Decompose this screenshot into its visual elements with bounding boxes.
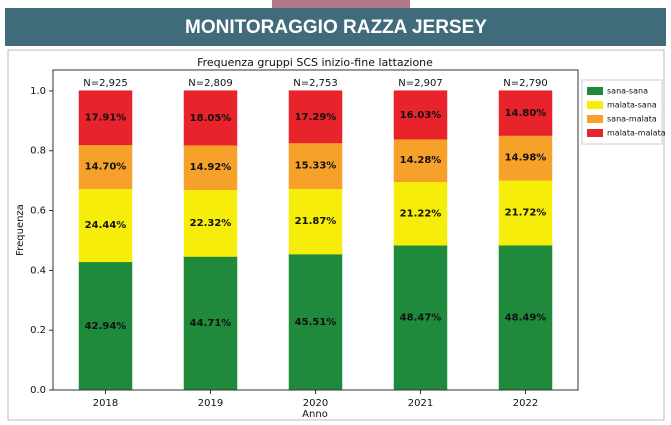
chart-title: Frequenza gruppi SCS inizio-fine lattazi… xyxy=(197,56,433,69)
y-tick-label: 0.6 xyxy=(30,206,46,217)
x-tick-label: 2018 xyxy=(93,398,118,409)
value-label: 22.32% xyxy=(190,218,232,229)
total-annotation: N=2,753 xyxy=(293,78,338,89)
value-label: 48.47% xyxy=(400,313,442,324)
value-label: 18.05% xyxy=(190,113,232,124)
bar-segment xyxy=(393,138,448,183)
legend-label: malata-malata xyxy=(607,129,666,138)
total-annotation: N=2,907 xyxy=(398,78,443,89)
y-tick-label: 1.0 xyxy=(30,86,46,97)
value-label: 14.28% xyxy=(400,155,442,166)
bar-segment xyxy=(393,90,448,140)
value-label: 45.51% xyxy=(295,317,337,328)
value-label: 21.72% xyxy=(505,208,547,219)
total-annotation: N=2,809 xyxy=(188,78,233,89)
bar-segment xyxy=(78,144,133,189)
x-axis-label: Anno xyxy=(302,409,328,420)
x-tick-label: 2021 xyxy=(408,398,433,409)
value-label: 15.33% xyxy=(295,161,337,172)
plot-border xyxy=(52,69,579,391)
bar-segment xyxy=(288,142,343,189)
value-label: 17.29% xyxy=(295,112,337,123)
value-label: 42.94% xyxy=(85,321,127,332)
y-tick-label: 0.0 xyxy=(30,385,46,396)
bar-segment xyxy=(393,181,448,246)
legend-label: sana-malata xyxy=(607,115,657,124)
bar-segment xyxy=(183,144,238,191)
legend-swatch xyxy=(587,101,603,109)
bar-segment xyxy=(288,253,343,391)
value-label: 16.03% xyxy=(400,110,442,121)
header-bar xyxy=(5,8,666,46)
legend-swatch xyxy=(587,115,603,123)
x-tick-label: 2019 xyxy=(198,398,223,409)
value-label: 21.22% xyxy=(400,208,442,219)
value-label: 14.98% xyxy=(505,153,547,164)
legend-swatch xyxy=(587,87,603,95)
total-annotation: N=2,790 xyxy=(503,78,548,89)
legend-label: malata-sana xyxy=(607,101,657,110)
x-tick-label: 2022 xyxy=(513,398,538,409)
bar-segment xyxy=(288,90,343,144)
bar-segment xyxy=(498,244,553,391)
bar-segment xyxy=(78,187,133,263)
value-label: 24.44% xyxy=(85,220,127,231)
y-tick-label: 0.8 xyxy=(30,146,46,157)
header-tab xyxy=(272,0,410,9)
value-label: 17.91% xyxy=(85,113,127,124)
x-tick-label: 2020 xyxy=(303,398,328,409)
bar-segment xyxy=(288,187,343,255)
bar-segment xyxy=(183,255,238,391)
bar-segment xyxy=(183,189,238,257)
total-annotation: N=2,925 xyxy=(83,78,128,89)
legend-label: sana-sana xyxy=(607,87,648,96)
bar-segment xyxy=(78,90,133,146)
value-label: 44.71% xyxy=(190,318,232,329)
y-tick-label: 0.4 xyxy=(30,265,46,276)
value-label: 21.87% xyxy=(295,216,337,227)
bar-segment xyxy=(498,90,553,136)
value-label: 14.70% xyxy=(85,162,127,173)
value-label: 14.92% xyxy=(190,162,232,173)
header-title: MONITORAGGIO RAZZA JERSEY xyxy=(185,17,487,38)
bar-segment xyxy=(498,134,553,181)
value-label: 48.49% xyxy=(505,312,547,323)
value-label: 14.80% xyxy=(505,108,547,119)
legend-swatch xyxy=(587,129,603,137)
y-axis-label: Frequenza xyxy=(15,204,26,256)
bar-segment xyxy=(183,90,238,146)
y-tick-label: 0.2 xyxy=(30,325,46,336)
